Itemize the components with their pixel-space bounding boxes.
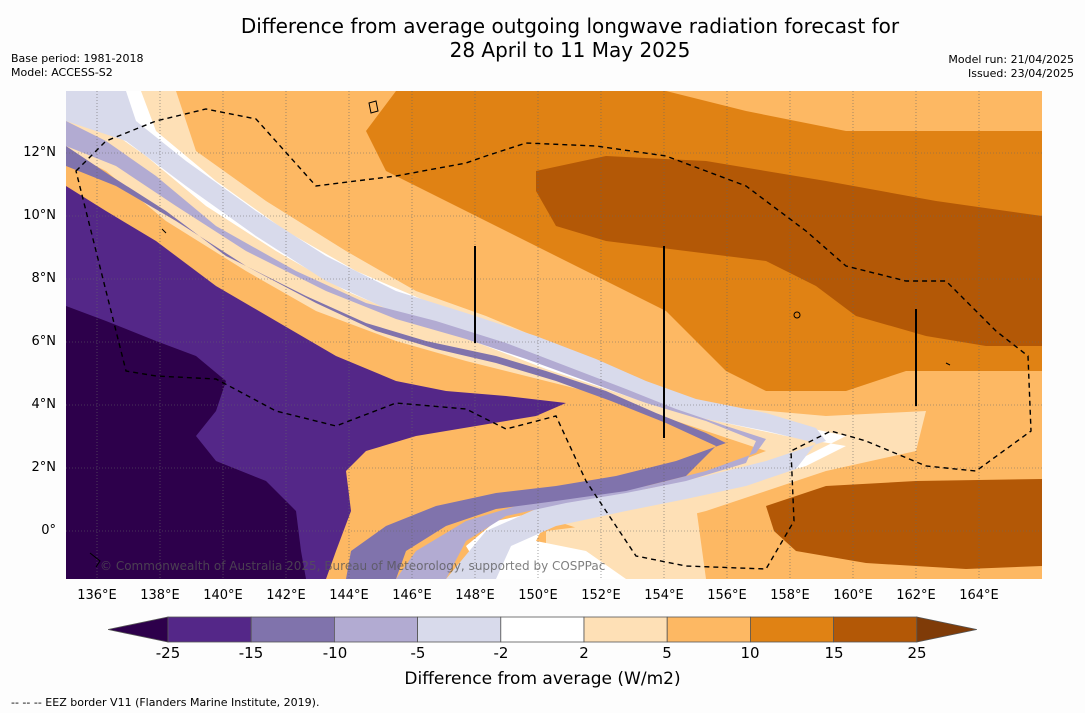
colorbar-swatch (833, 616, 918, 643)
colorbar-tick: -15 (238, 644, 264, 662)
y-label: 2°N (31, 460, 57, 475)
vertical-markers (474, 246, 917, 438)
colorbar-swatch (666, 616, 751, 643)
x-label: 164°E (959, 588, 999, 603)
band-neg10-neg5 (66, 121, 766, 579)
model-name: Model: ACCESS-S2 (11, 66, 113, 79)
base-period: Base period: 1981-2018 (11, 52, 144, 65)
x-label: 136°E (77, 588, 117, 603)
colorbar-swatch-min (108, 616, 169, 643)
x-label: 150°E (518, 588, 558, 603)
colorbar-swatch (583, 616, 668, 643)
x-label: 140°E (203, 588, 243, 603)
colorbar-swatch (417, 616, 502, 643)
colorbar-tick: -5 (410, 644, 426, 662)
colorbar-swatch (167, 616, 252, 643)
olr-anomaly-map (66, 91, 1042, 579)
meta-right: Model run: 21/04/2025 Issued: 23/04/2025 (948, 53, 1074, 81)
x-label: 142°E (266, 588, 306, 603)
colorbar-swatch (500, 616, 585, 643)
colorbar-tick: -10 (322, 644, 348, 662)
band-15-25-north (536, 156, 1042, 346)
x-label: 144°E (329, 588, 369, 603)
y-label: 4°N (31, 397, 57, 412)
eez-footnote: -- -- -- EEZ border V11 (Flanders Marine… (11, 696, 320, 709)
band-5-10-top (666, 91, 1042, 131)
colorbar-swatch-max (916, 616, 977, 643)
colorbar-tick: 25 (907, 644, 927, 662)
eez-border (75, 108, 1032, 570)
band-15-25-south (766, 479, 1042, 569)
map-title: Difference from average outgoing longwav… (0, 14, 1085, 62)
colorbar-swatch (250, 616, 335, 643)
map-credit: © Commonwealth of Australia 2025, Bureau… (100, 559, 606, 573)
issued-date: Issued: 23/04/2025 (967, 67, 1074, 80)
y-label: 12°N (23, 145, 56, 160)
colorbar-title: Difference from average (W/m2) (0, 669, 1085, 689)
title-line-2: 28 April to 11 May 2025 (449, 38, 691, 62)
band-neg5-neg2 (66, 91, 826, 579)
y-label: 6°N (31, 334, 57, 349)
x-label: 146°E (392, 588, 432, 603)
x-label: 156°E (707, 588, 747, 603)
x-label: 138°E (140, 588, 180, 603)
y-label: 10°N (23, 208, 56, 223)
model-run: Model run: 21/04/2025 (948, 53, 1074, 66)
x-label: 158°E (770, 588, 810, 603)
meta-left: Base period: 1981-2018 Model: ACCESS-S2 (11, 52, 143, 80)
y-label: 8°N (31, 271, 57, 286)
colorbar-swatch (333, 616, 418, 643)
colorbar-tick: -25 (155, 644, 181, 662)
grid-lines (66, 91, 1042, 579)
x-label: 148°E (455, 588, 495, 603)
island-outlines (89, 100, 951, 568)
y-label: 0° (41, 523, 56, 538)
x-label: 162°E (896, 588, 936, 603)
colorbar-title-text: Difference from average (W/m2) (404, 669, 681, 689)
x-label: 160°E (833, 588, 873, 603)
title-line-1: Difference from average outgoing longwav… (240, 14, 900, 38)
colorbar-tick: 2 (579, 644, 589, 662)
colorbar-tick: 5 (662, 644, 672, 662)
colorbar-tick: 10 (740, 644, 760, 662)
colorbar-tick: 15 (824, 644, 844, 662)
colorbar-swatch (750, 616, 835, 643)
x-label: 154°E (644, 588, 684, 603)
x-label: 152°E (581, 588, 621, 603)
colorbar-tick: -2 (493, 644, 509, 662)
colorbar (108, 616, 977, 643)
band-below-neg25 (66, 306, 306, 579)
